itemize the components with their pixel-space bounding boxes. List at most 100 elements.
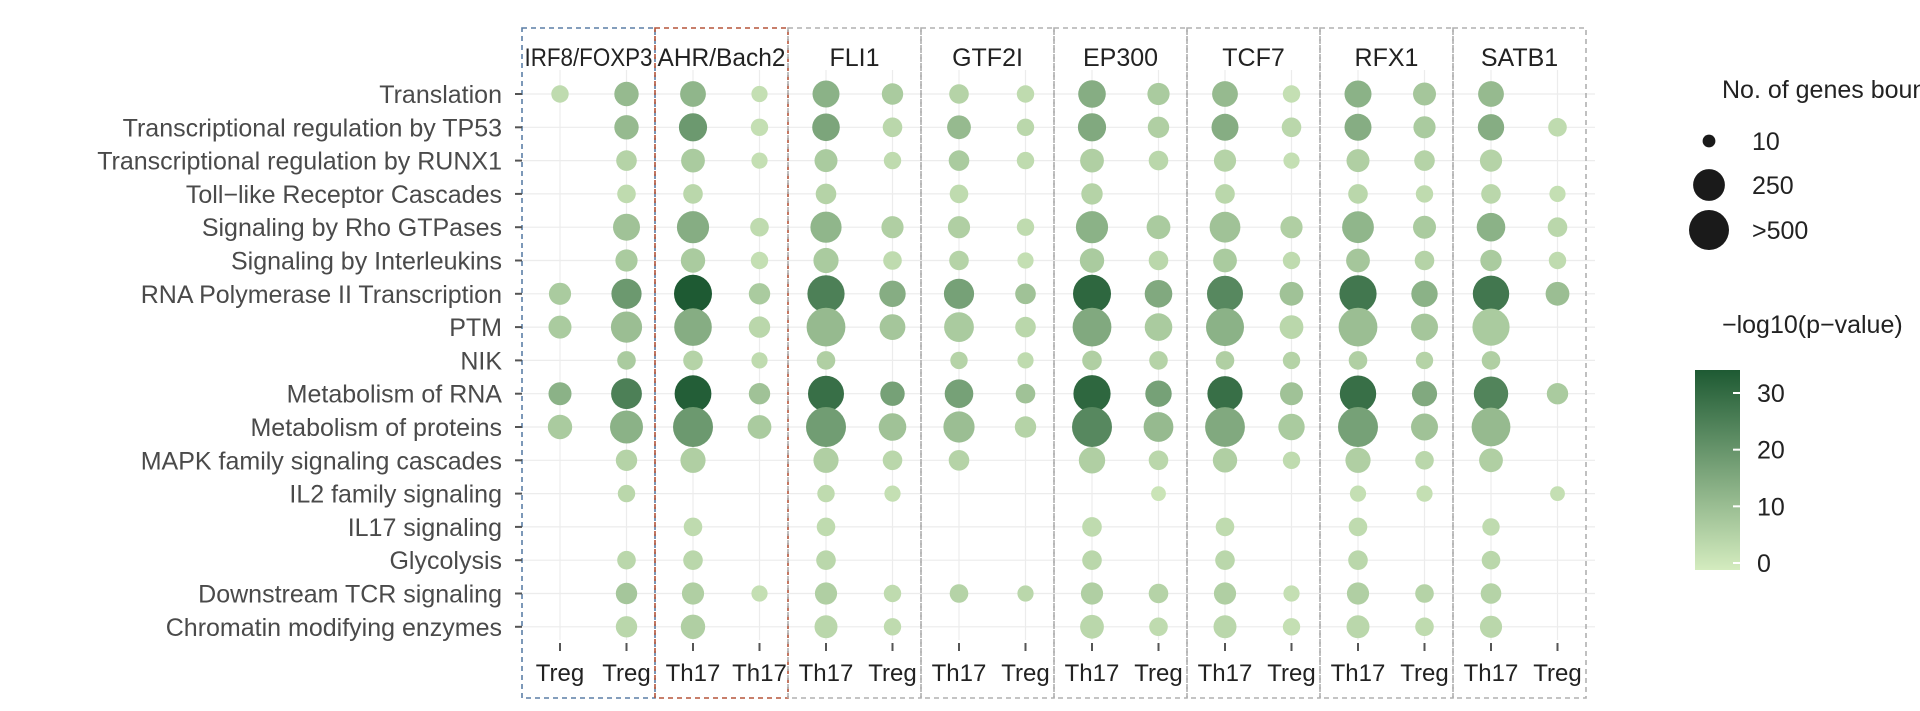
- data-point: [1481, 351, 1501, 370]
- data-point: [947, 115, 971, 140]
- data-point: [1413, 82, 1436, 106]
- data-point: [814, 582, 838, 605]
- data-point: [948, 450, 970, 471]
- data-point: [884, 485, 901, 502]
- data-point: [1282, 85, 1301, 103]
- category-label: Downstream TCR signaling: [198, 581, 502, 609]
- data-point: [944, 379, 974, 409]
- group-label: TCF7: [1222, 44, 1285, 72]
- category-label: IL17 signaling: [348, 514, 502, 542]
- data-point: [1078, 447, 1106, 474]
- data-point: [548, 382, 572, 406]
- data-point: [683, 350, 703, 371]
- condition-label: Th17: [666, 660, 721, 687]
- group-frames: [521, 27, 1587, 699]
- category-label: Transcriptional regulation by TP53: [123, 114, 502, 142]
- data-point: [678, 113, 708, 142]
- data-point: [610, 311, 643, 343]
- data-point: [611, 278, 642, 309]
- colorbar-tick-label: 0: [1757, 550, 1771, 578]
- data-point: [1017, 352, 1034, 369]
- data-point: [810, 211, 842, 243]
- data-point: [617, 351, 636, 370]
- data-point: [615, 582, 638, 605]
- category-label: Metabolism of RNA: [287, 381, 503, 409]
- data-point: [813, 247, 839, 274]
- data-point: [1215, 351, 1235, 370]
- data-point: [1147, 82, 1170, 106]
- data-point: [949, 84, 969, 104]
- group-label: EP300: [1083, 44, 1158, 72]
- data-point: [1346, 615, 1370, 639]
- data-point: [1348, 184, 1368, 204]
- data-point: [683, 184, 703, 204]
- data-point: [1348, 517, 1368, 537]
- data-point: [1213, 615, 1237, 639]
- data-point: [1279, 281, 1304, 306]
- data-point: [812, 113, 840, 142]
- data-point: [1080, 148, 1104, 173]
- data-point: [949, 184, 969, 204]
- data-point: [1348, 550, 1368, 570]
- data-point: [882, 450, 903, 471]
- data-point: [880, 381, 905, 406]
- category-label: NIK: [460, 347, 502, 375]
- category-label: Translation: [379, 81, 502, 109]
- data-point: [1212, 81, 1238, 107]
- data-point: [1546, 383, 1569, 405]
- data-point: [816, 550, 836, 570]
- data-point: [950, 351, 968, 370]
- size-legend-dot: [1689, 210, 1729, 250]
- data-point: [1550, 486, 1565, 501]
- category-label: IL2 family signaling: [289, 481, 502, 509]
- colorbar-tick-label: 10: [1757, 493, 1785, 521]
- data-point: [878, 413, 907, 441]
- data-point: [1479, 615, 1503, 638]
- data-point: [1411, 413, 1438, 441]
- data-point: [676, 211, 710, 244]
- group-label: GTF2I: [952, 44, 1023, 72]
- data-point: [750, 118, 769, 136]
- data-point: [613, 213, 640, 241]
- data-point: [1072, 407, 1112, 447]
- data-point: [1472, 308, 1510, 346]
- condition-label: Treg: [1533, 660, 1581, 687]
- data-point: [1480, 583, 1502, 604]
- data-point: [551, 85, 569, 103]
- data-point: [883, 584, 902, 603]
- data-point: [1282, 618, 1301, 636]
- data-point: [1148, 250, 1169, 271]
- data-point: [751, 585, 768, 602]
- group-label: SATB1: [1481, 44, 1558, 72]
- data-point: [681, 148, 705, 173]
- data-point: [1281, 117, 1302, 138]
- data-point: [1415, 584, 1434, 603]
- data-point: [1481, 184, 1501, 204]
- data-point: [680, 447, 706, 473]
- data-point: [1080, 614, 1104, 639]
- data-point: [1342, 211, 1374, 244]
- legend: No. of genes bound 10 250 >500 −log10(p−va…: [1689, 76, 1920, 578]
- category-label: Signaling by Rho GTPases: [202, 214, 502, 242]
- condition-label: Th17: [1198, 660, 1253, 687]
- data-point: [1411, 313, 1438, 341]
- condition-label: Treg: [536, 660, 584, 687]
- data-point: [1213, 248, 1237, 273]
- data-point: [683, 550, 703, 570]
- category-label: MAPK family signaling cascades: [141, 447, 502, 475]
- data-point: [1413, 116, 1436, 139]
- data-point: [750, 217, 769, 237]
- data-point: [751, 152, 768, 169]
- data-point: [1280, 382, 1303, 406]
- data-point: [1144, 280, 1173, 308]
- data-point: [816, 517, 836, 537]
- data-point: [1411, 381, 1438, 407]
- color-legend-title: −log10(p−value): [1722, 311, 1903, 339]
- data-point: [1215, 550, 1235, 570]
- data-point: [1146, 215, 1171, 240]
- data-point: [1017, 585, 1034, 602]
- data-point: [1016, 85, 1035, 103]
- category-label: Signaling by Interleukins: [231, 248, 502, 276]
- data-point: [1415, 351, 1434, 370]
